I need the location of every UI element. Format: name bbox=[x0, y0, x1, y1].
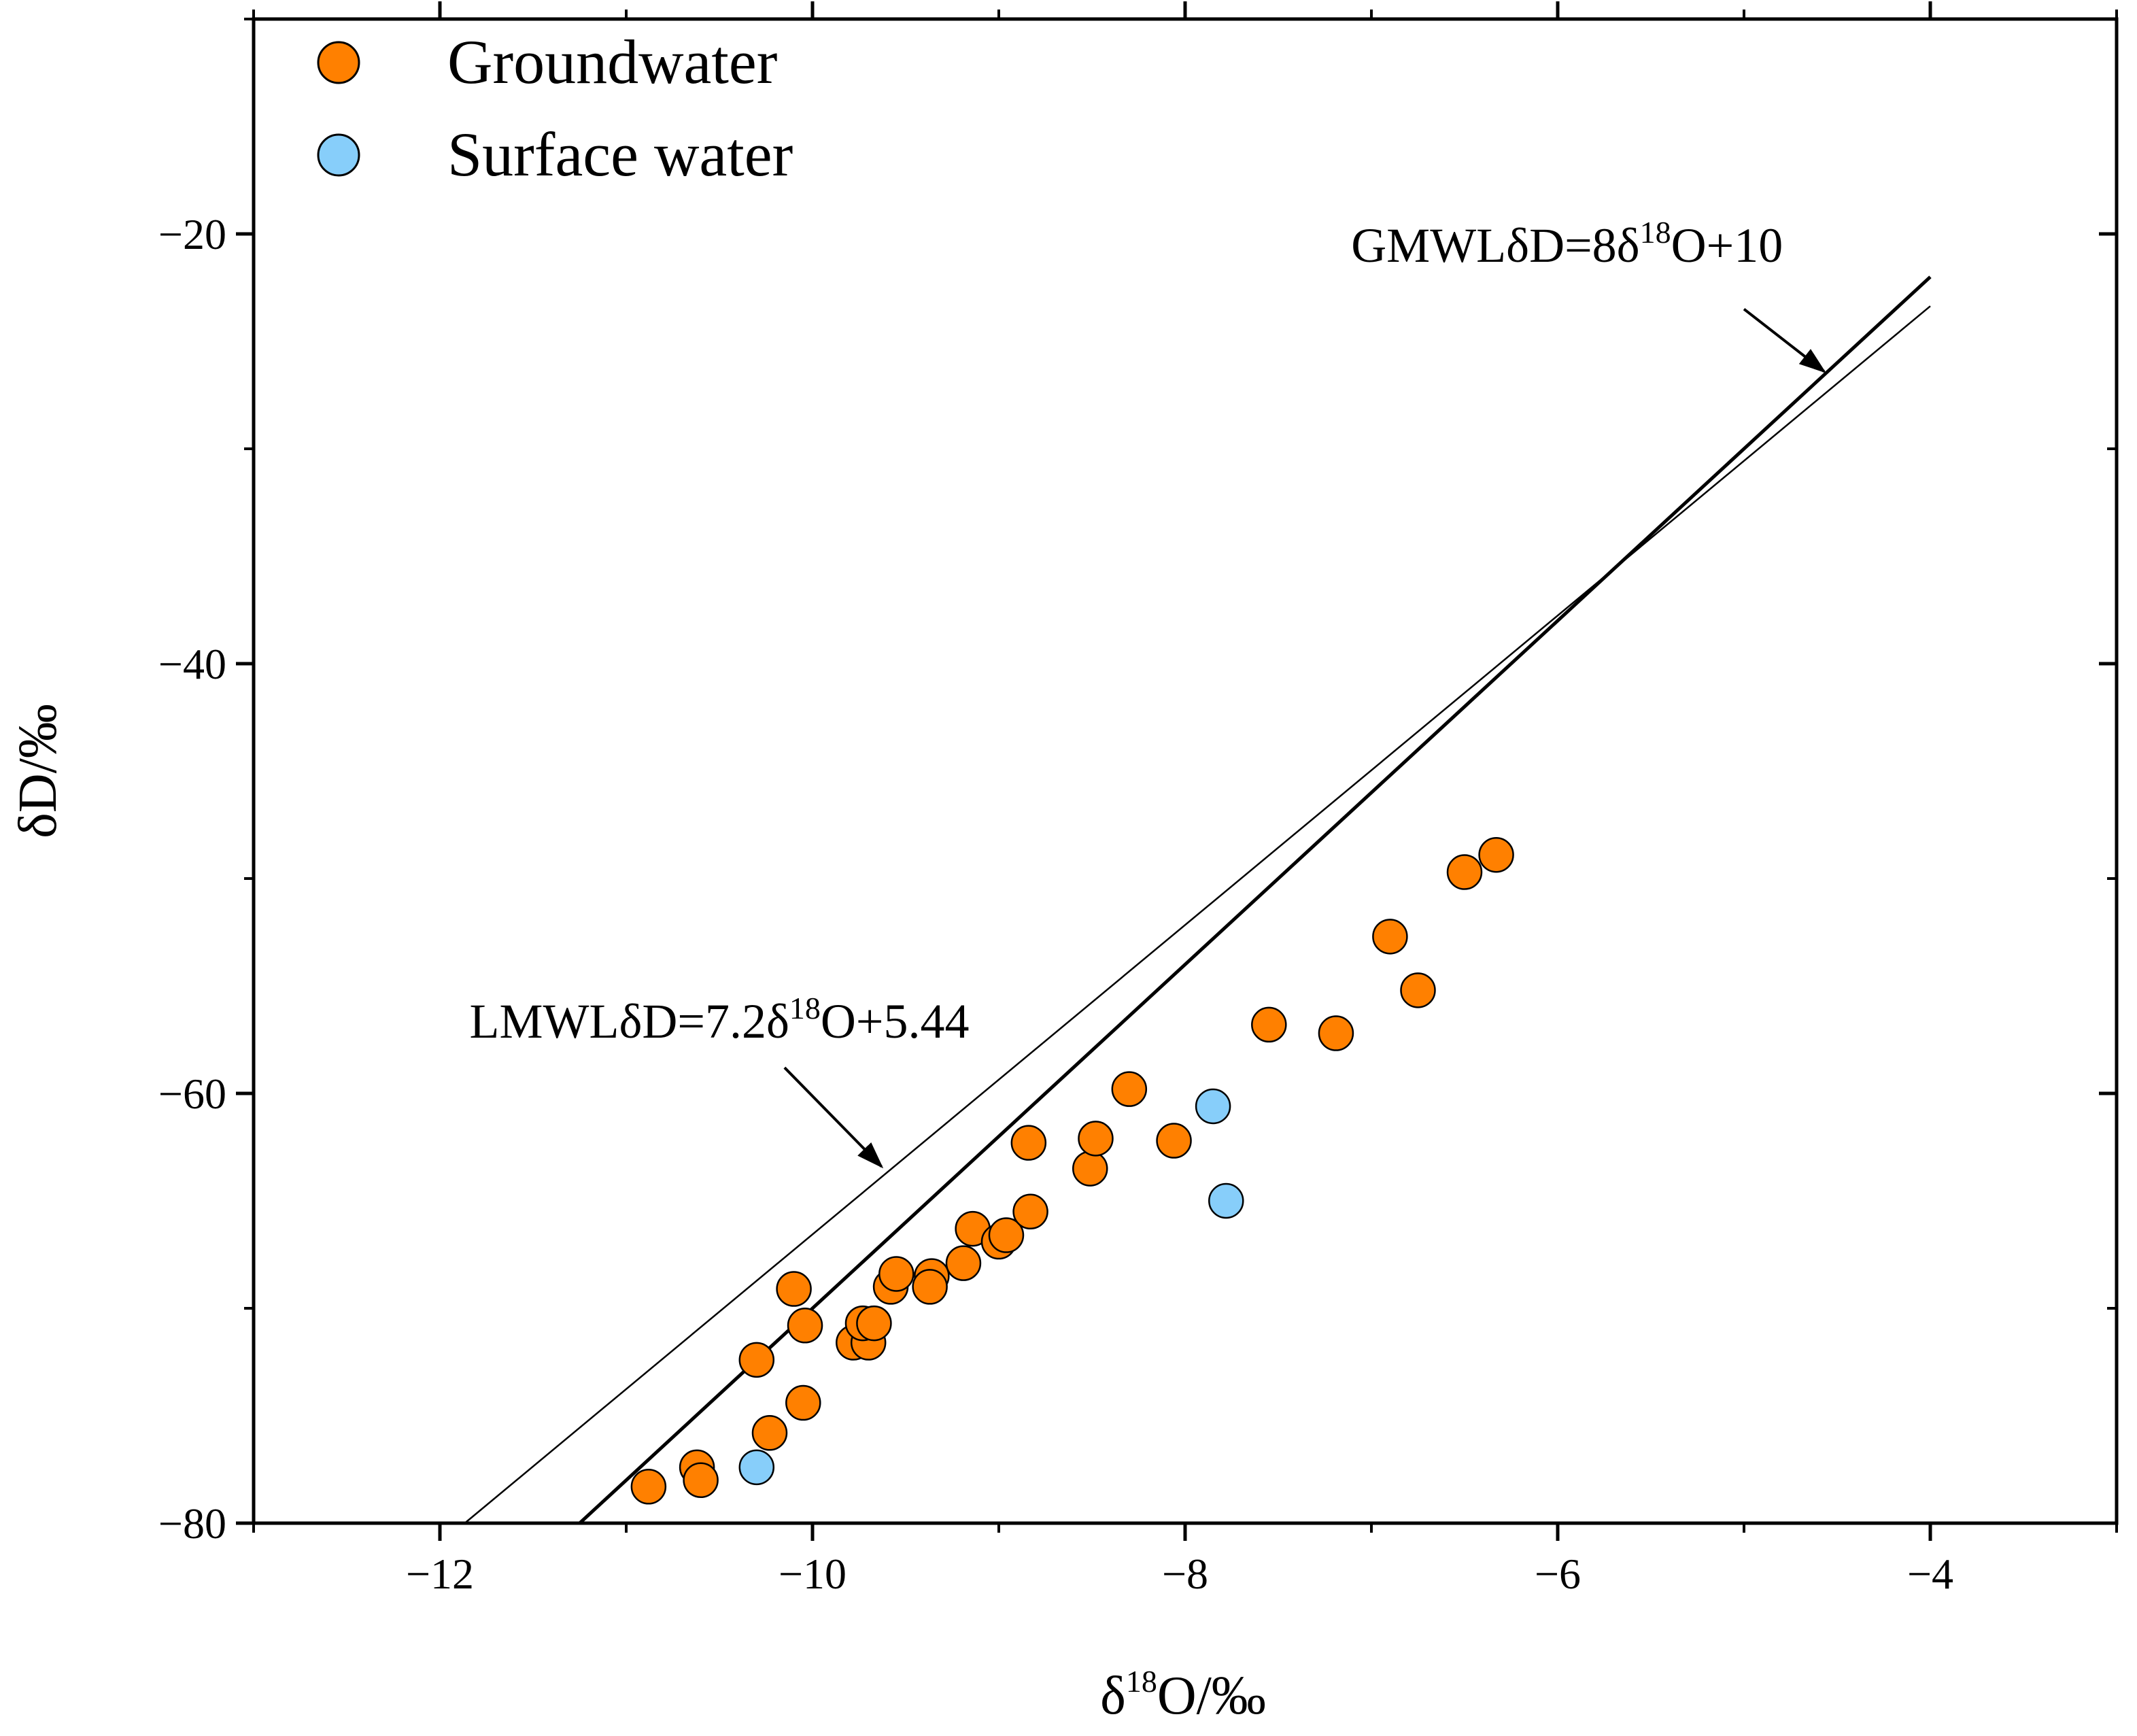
gmwl-equation-main: GMWLδD=8δ bbox=[1351, 218, 1639, 273]
gmwl-line bbox=[578, 275, 1932, 1525]
groundwater-point bbox=[1111, 1071, 1148, 1107]
x-tick-label: −6 bbox=[1535, 1550, 1581, 1598]
groundwater-point bbox=[988, 1217, 1025, 1253]
axis-ticks: −12 −10 −8 −6 −4 −80 −60 −40 −20 bbox=[158, 1, 2118, 1598]
gmwl-equation-sup: 18 bbox=[1640, 215, 1671, 250]
x-axis-title: δ18O/‰ bbox=[1100, 1664, 1266, 1726]
groundwater-point bbox=[1072, 1151, 1108, 1187]
groundwater-point bbox=[683, 1462, 719, 1499]
groundwater-point bbox=[785, 1384, 821, 1421]
y-axis-title: δD/‰ bbox=[8, 704, 68, 838]
groundwater-point bbox=[787, 1308, 823, 1344]
lmwl-arrow bbox=[783, 1066, 884, 1169]
plot-frame bbox=[252, 17, 2119, 1525]
surface-water-point bbox=[1208, 1182, 1244, 1219]
x-tick-label: −8 bbox=[1162, 1550, 1208, 1598]
groundwater-point bbox=[1400, 972, 1436, 1008]
y-tick-label: −40 bbox=[158, 640, 226, 688]
x-tick-label: −4 bbox=[1907, 1550, 1953, 1598]
legend: Groundwater Surface water bbox=[317, 27, 793, 189]
lmwl-line bbox=[465, 305, 1931, 1523]
surface-water-point bbox=[738, 1449, 775, 1486]
groundwater-point bbox=[1012, 1193, 1048, 1230]
gmwl-equation-label: GMWLδD=8δ18O+10 bbox=[1351, 215, 1783, 273]
groundwater-point bbox=[776, 1271, 812, 1307]
x-tick-label: −10 bbox=[779, 1550, 847, 1598]
x-axis-title-suffix: O/‰ bbox=[1157, 1666, 1266, 1726]
gmwl-arrow bbox=[1743, 308, 1826, 373]
legend-marker-surface-water bbox=[317, 133, 360, 177]
groundwater-point bbox=[1318, 1015, 1354, 1051]
lmwl-equation-main: LMWLδD=7.2δ bbox=[470, 994, 789, 1049]
y-tick-label: −80 bbox=[158, 1499, 226, 1548]
legend-label-groundwater: Groundwater bbox=[447, 27, 777, 97]
legend-label-surface-water: Surface water bbox=[447, 120, 793, 189]
groundwater-point bbox=[1478, 836, 1514, 873]
lmwl-equation-sup: 18 bbox=[789, 991, 821, 1025]
groundwater-point bbox=[878, 1256, 914, 1292]
x-tick-label: −12 bbox=[406, 1550, 474, 1598]
groundwater-point bbox=[856, 1305, 892, 1342]
x-axis-title-superscript: 18 bbox=[1126, 1664, 1157, 1699]
groundwater-point bbox=[630, 1469, 667, 1505]
data-points bbox=[630, 836, 1514, 1505]
y-tick-label: −20 bbox=[158, 210, 226, 258]
x-axis-title-prefix: δ bbox=[1100, 1666, 1126, 1726]
groundwater-point bbox=[738, 1342, 775, 1378]
y-tick-label: −60 bbox=[158, 1070, 226, 1118]
groundwater-point bbox=[945, 1245, 982, 1281]
lmwl-equation-tail: O+5.44 bbox=[821, 994, 970, 1049]
groundwater-point bbox=[1010, 1125, 1047, 1161]
groundwater-point bbox=[1156, 1123, 1192, 1159]
gmwl-equation-tail: O+10 bbox=[1671, 218, 1783, 273]
surface-water-point bbox=[1195, 1088, 1231, 1125]
groundwater-point bbox=[912, 1269, 948, 1305]
groundwater-point bbox=[1251, 1006, 1287, 1043]
lmwl-equation-label: LMWLδD=7.2δ18O+5.44 bbox=[470, 991, 970, 1049]
groundwater-point bbox=[1372, 919, 1408, 955]
reference-lines bbox=[465, 275, 1932, 1525]
groundwater-point bbox=[751, 1415, 788, 1451]
groundwater-point bbox=[1078, 1121, 1114, 1157]
groundwater-point bbox=[1446, 854, 1483, 890]
legend-marker-groundwater bbox=[317, 41, 360, 84]
